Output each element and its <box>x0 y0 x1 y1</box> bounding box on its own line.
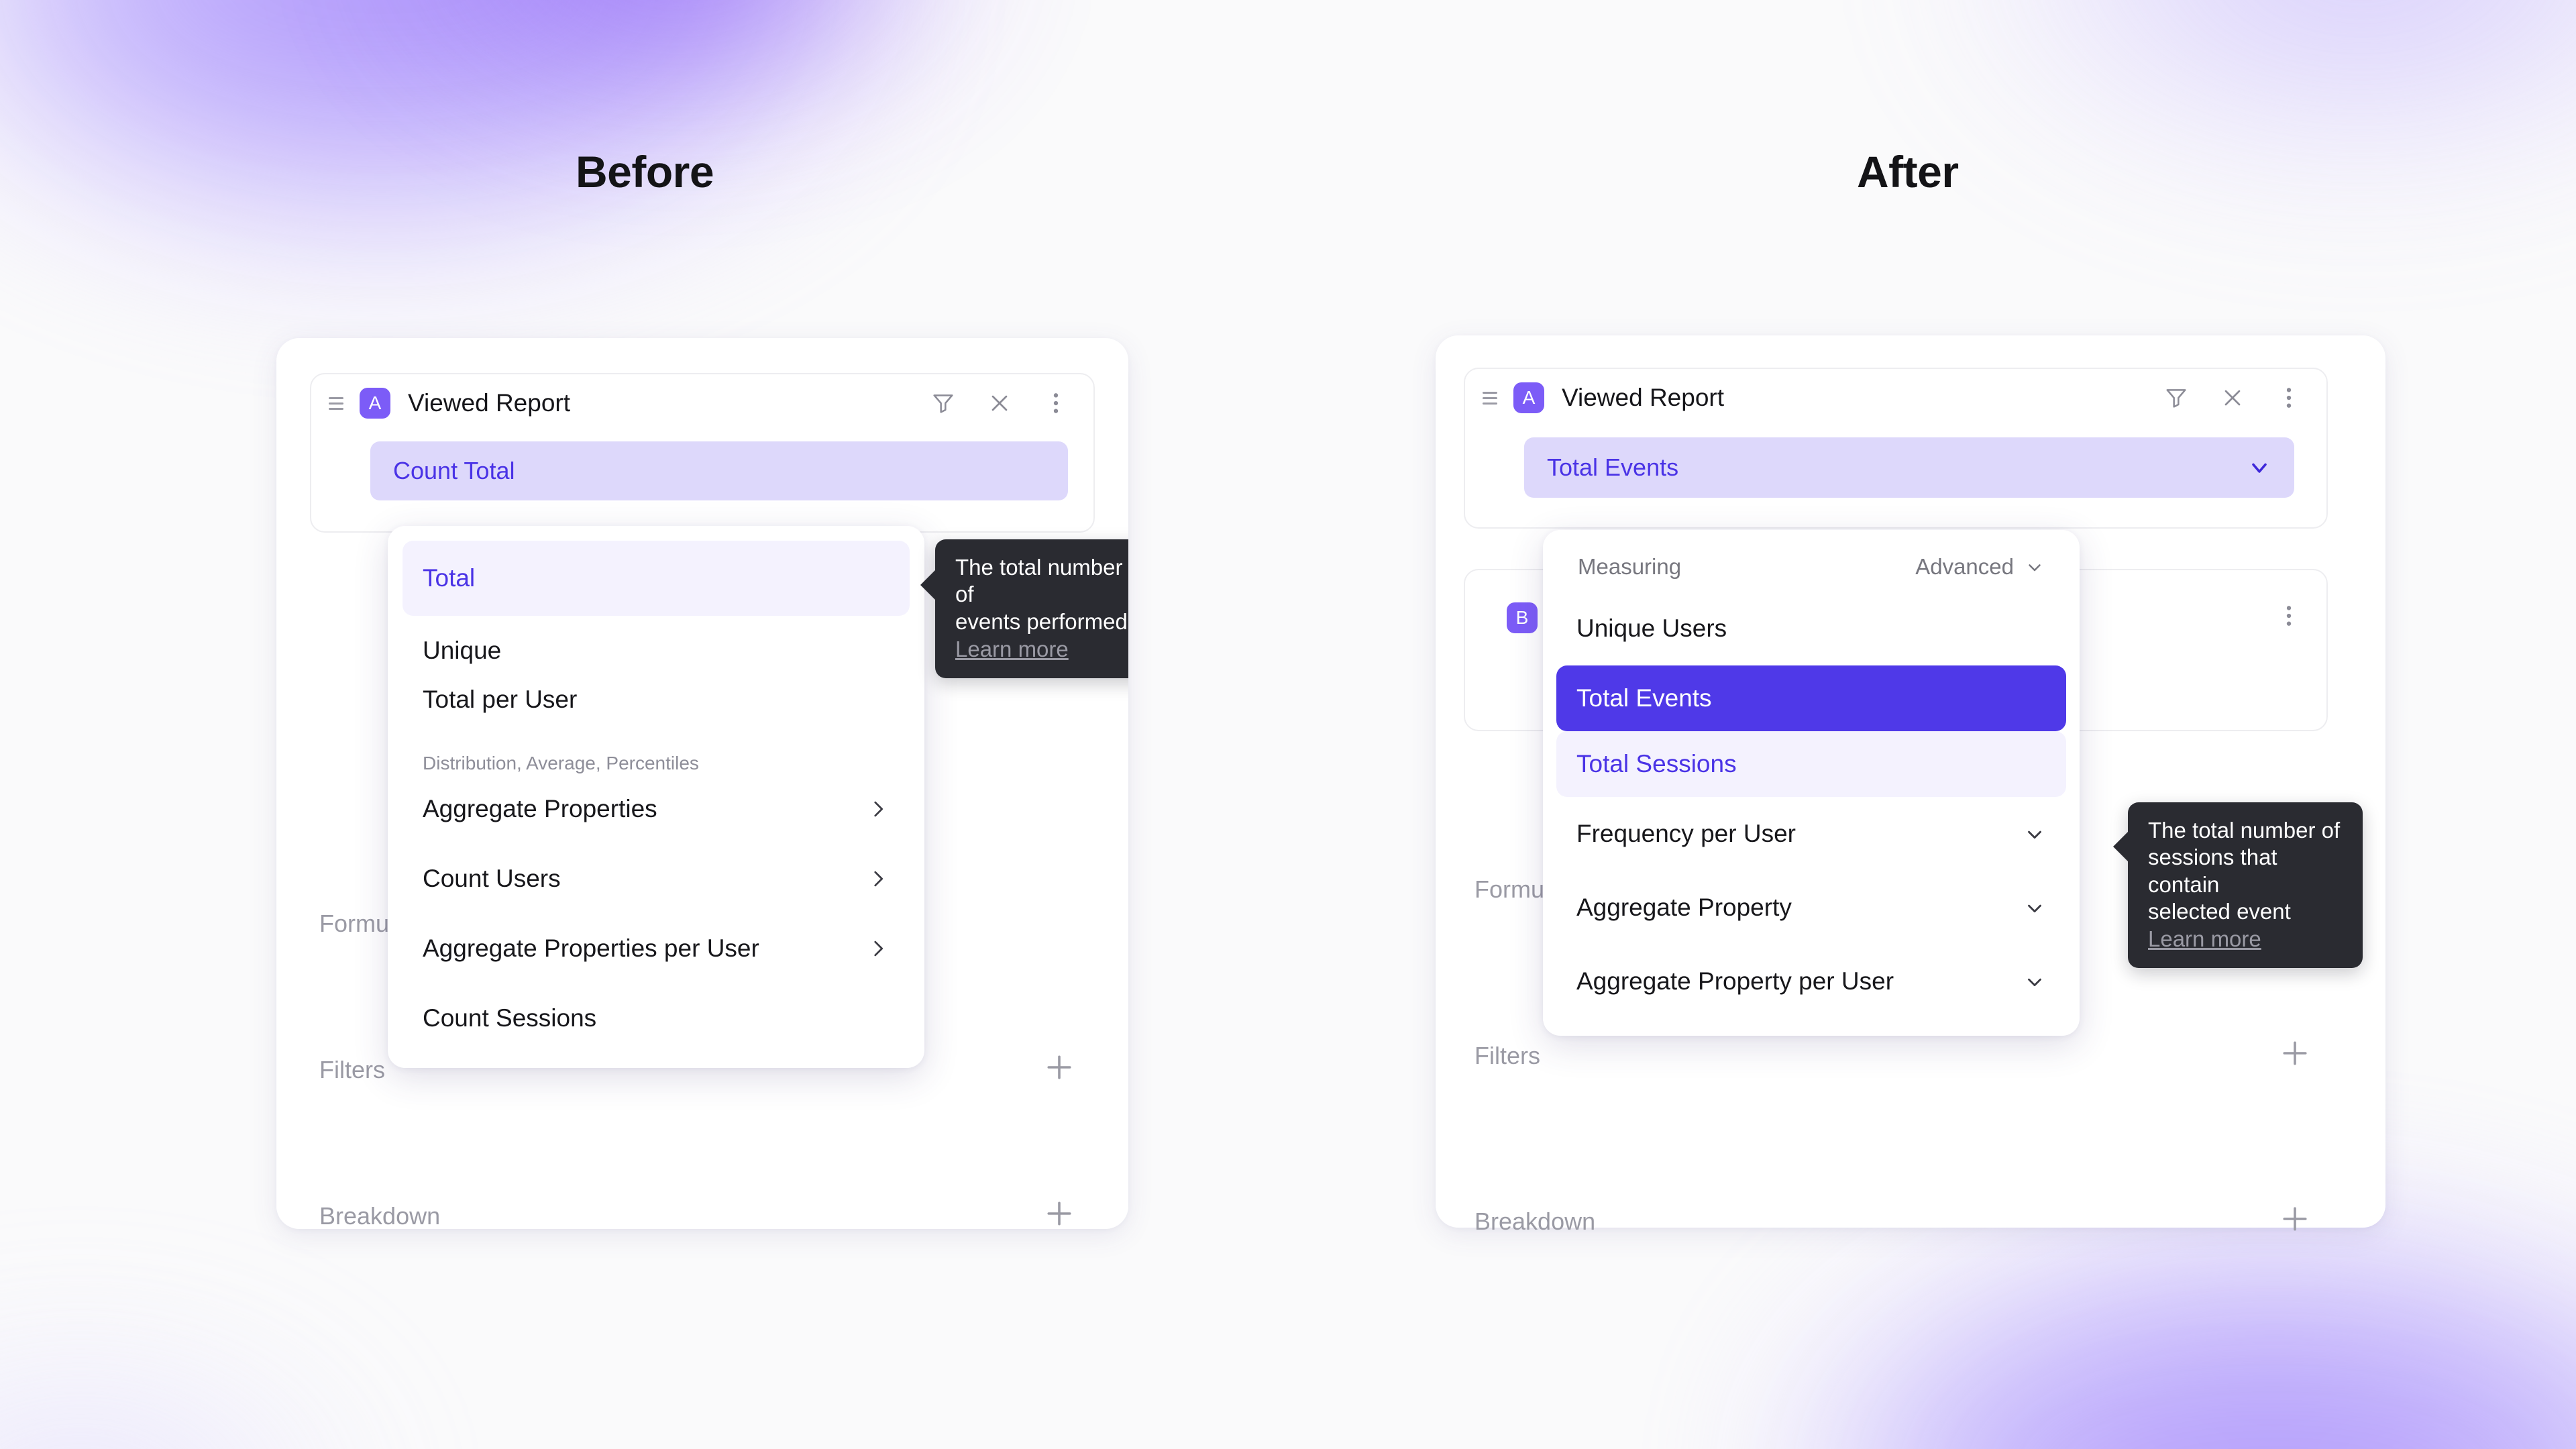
after-event-header: A Viewed Report <box>1465 369 2326 427</box>
after-dropdown-advanced-label: Advanced <box>1915 554 2014 579</box>
after-row-label-breakdown: Breakdown <box>1474 1208 1596 1235</box>
chevron-right-icon <box>867 798 890 820</box>
before-dropdown-list: Total Unique Total per User Distribution… <box>388 526 924 1068</box>
before-add-breakdown-button[interactable] <box>1041 1195 1077 1232</box>
dropdown-item-aggregate-property[interactable]: Aggregate Property <box>1556 871 2066 945</box>
tooltip-arrow-icon <box>2113 830 2129 863</box>
after-report-card: Formula Filters Breakdown A Viewed Repor… <box>1436 335 2385 1235</box>
after-tooltip: The total number of sessions that contai… <box>2113 802 2363 968</box>
after-measure-value: Total Events <box>1547 453 1679 481</box>
dropdown-item-label: Unique Users <box>1576 614 1727 642</box>
chevron-down-icon <box>2025 557 2045 577</box>
after-event-header-b: B <box>1465 570 2326 730</box>
dropdown-item-aggregate-properties[interactable]: Aggregate Properties <box>402 774 910 844</box>
before-event-badge: A <box>360 388 390 419</box>
chevron-down-icon <box>2023 822 2046 845</box>
dropdown-item-label: Total Sessions <box>1576 750 1737 777</box>
dropdown-item-label: Aggregate Properties per User <box>423 934 759 962</box>
after-event-badge-b: B <box>1507 602 1538 633</box>
chevron-down-icon <box>2023 970 2046 993</box>
dropdown-item-label: Total <box>423 564 476 592</box>
drag-handle-icon[interactable] <box>329 393 349 413</box>
panel-title-before: Before <box>576 147 714 197</box>
after-add-breakdown-button[interactable] <box>2277 1201 2313 1237</box>
dropdown-item-total[interactable]: Total <box>402 541 910 616</box>
before-event-header: A Viewed Report <box>311 374 1093 432</box>
after-tooltip-learn-more-link[interactable]: Learn more <box>2148 926 2261 951</box>
dropdown-item-unique[interactable]: Unique <box>402 616 910 686</box>
dropdown-item-frequency-per-user[interactable]: Frequency per User <box>1556 797 2066 871</box>
dropdown-item-label: Frequency per User <box>1576 820 1796 847</box>
before-measure-dropdown: Total Unique Total per User Distribution… <box>388 526 924 1068</box>
after-tooltip-line-1: The total number of <box>2148 818 2341 843</box>
before-overlay-clip: Total Unique Total per User Distribution… <box>276 338 1128 1229</box>
more-vertical-icon[interactable] <box>2275 602 2302 629</box>
before-event-name: Viewed Report <box>408 389 571 417</box>
after-measure-dropdown: Measuring Advanced Unique Users Total Ev… <box>1543 530 2080 1036</box>
before-measure-pill[interactable]: Count Total <box>370 441 1068 500</box>
glow-top-right <box>1925 0 2576 195</box>
before-tooltip: The total number of events performed Lea… <box>920 539 1128 678</box>
chevron-right-icon <box>867 937 890 960</box>
dropdown-item-aggregate-properties-per-user[interactable]: Aggregate Properties per User <box>402 914 910 983</box>
dropdown-item-label: Unique <box>423 637 502 664</box>
after-header-icons <box>2163 384 2302 411</box>
after-row-label-filters: Filters <box>1474 1042 1540 1069</box>
more-vertical-icon[interactable] <box>2275 384 2302 411</box>
after-measure-pill[interactable]: Total Events <box>1524 437 2294 498</box>
dropdown-item-label: Aggregate Property per User <box>1576 967 1894 995</box>
after-dropdown-advanced-toggle[interactable]: Advanced <box>1915 554 2045 580</box>
chevron-down-icon <box>2023 896 2046 919</box>
dropdown-item-unique-users[interactable]: Unique Users <box>1556 592 2066 665</box>
dropdown-item-sublabel: Distribution, Average, Percentiles <box>423 753 699 773</box>
after-add-filter-button[interactable] <box>2277 1035 2313 1071</box>
glow-bottom-right <box>1771 1214 2576 1449</box>
dropdown-item-label: Count Users <box>423 865 561 892</box>
before-tooltip-learn-more-link[interactable]: Learn more <box>955 636 1069 661</box>
drag-handle-icon[interactable] <box>1483 388 1503 408</box>
close-icon[interactable] <box>986 390 1013 417</box>
dropdown-item-label: Aggregate Property <box>1576 894 1792 921</box>
dropdown-item-label: Total Events <box>1576 684 1712 712</box>
after-event-block-a: A Viewed Report <box>1464 368 2328 529</box>
close-icon[interactable] <box>2219 384 2246 411</box>
filter-icon[interactable] <box>2163 384 2190 411</box>
dropdown-item-label: Aggregate Properties <box>423 795 657 822</box>
chevron-down-icon <box>2247 455 2271 480</box>
dropdown-item-label: Count Sessions <box>423 1004 597 1032</box>
dropdown-item-total-sessions[interactable]: Total Sessions <box>1556 731 2066 797</box>
after-dropdown-list: Measuring Advanced Unique Users Total Ev… <box>1543 530 2080 1036</box>
glow-bottom-left <box>0 1335 382 1449</box>
after-tooltip-line-2: sessions that contain <box>2148 845 2277 897</box>
before-header-icons <box>930 390 1069 417</box>
after-event-badge-a: A <box>1513 382 1544 413</box>
before-add-filter-button[interactable] <box>1041 1049 1077 1085</box>
dropdown-item-aggregate-property-per-user[interactable]: Aggregate Property per User <box>1556 945 2066 1018</box>
before-tooltip-line-1: The total number of <box>955 555 1123 607</box>
before-row-label-filters: Filters <box>319 1056 385 1083</box>
filter-icon[interactable] <box>930 390 957 417</box>
dropdown-item-total-per-user[interactable]: Total per User Distribution, Average, Pe… <box>402 686 910 774</box>
after-dropdown-header: Measuring Advanced <box>1556 542 2066 592</box>
panel-title-after: After <box>1857 147 1959 197</box>
more-vertical-icon[interactable] <box>1042 390 1069 417</box>
dropdown-item-label: Total per User <box>423 686 578 713</box>
tooltip-arrow-icon <box>920 569 936 601</box>
dropdown-item-count-users[interactable]: Count Users <box>402 844 910 914</box>
dropdown-item-count-sessions[interactable]: Count Sessions <box>402 983 910 1053</box>
after-event-name: Viewed Report <box>1562 384 1725 411</box>
before-measure-value: Count Total <box>393 457 515 484</box>
after-tooltip-line-3: selected event <box>2148 898 2291 924</box>
dropdown-item-total-events[interactable]: Total Events <box>1556 665 2066 731</box>
chevron-right-icon <box>867 867 890 890</box>
before-report-card: Formula Filters Breakdown A Viewed Repor… <box>276 338 1128 1232</box>
before-row-label-breakdown: Breakdown <box>319 1202 441 1230</box>
after-dropdown-header-label: Measuring <box>1578 554 1682 579</box>
before-event-block: A Viewed Report <box>310 373 1095 533</box>
before-tooltip-line-2: events performed <box>955 608 1128 634</box>
